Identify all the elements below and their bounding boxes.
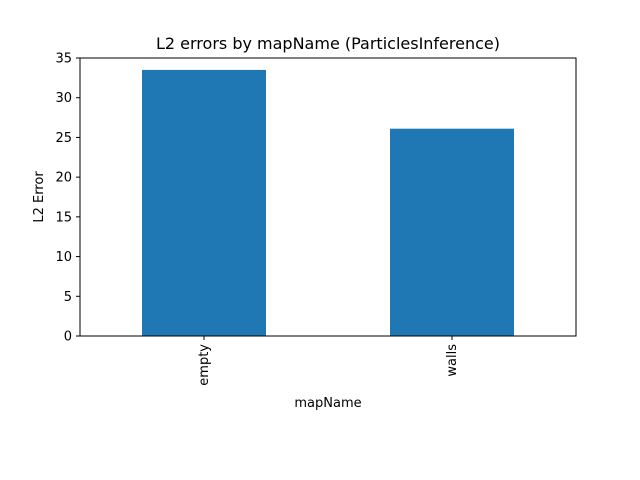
- y-axis: 0 5 10 15 20 25 30 35: [55, 52, 80, 345]
- y-tick-label: 20: [55, 171, 72, 186]
- x-axis-label: mapName: [294, 396, 361, 411]
- x-tick-label: walls: [445, 344, 460, 377]
- plot-frame: [79, 57, 577, 337]
- y-tick-label: 5: [64, 290, 72, 305]
- y-tick-label: 10: [55, 250, 72, 265]
- y-tick-label: 15: [55, 210, 72, 225]
- y-axis-label: L2 Error: [32, 171, 47, 223]
- y-tick-label: 35: [55, 52, 72, 67]
- x-tick-label: empty: [197, 344, 212, 386]
- x-axis: empty walls: [197, 336, 460, 386]
- chart-title: L2 errors by mapName (ParticlesInference…: [156, 34, 500, 53]
- y-tick-label: 30: [55, 91, 72, 106]
- bar-empty: [142, 69, 266, 337]
- y-tick-label: 0: [64, 330, 72, 345]
- bars-layer: [142, 69, 514, 337]
- y-tick-label: 25: [55, 131, 72, 146]
- bar-walls: [390, 128, 514, 336]
